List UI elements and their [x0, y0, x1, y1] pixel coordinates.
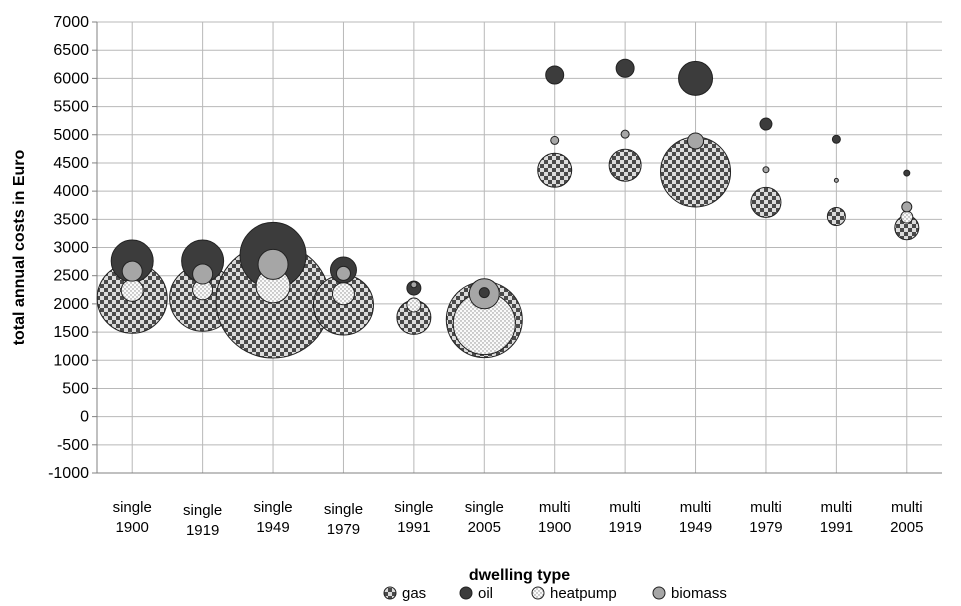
bubble-oil [545, 65, 565, 85]
x-category-label: single 1919 [183, 502, 222, 539]
y-tick-label: 4000 [53, 183, 89, 200]
y-tick-label: 5500 [53, 99, 89, 116]
y-tick-label: 500 [62, 380, 89, 397]
x-category-label: single 1991 [394, 499, 433, 536]
legend-label-biomass: biomass [671, 585, 727, 602]
legend-swatch-biomass [652, 586, 666, 600]
bubble-oil [831, 134, 841, 144]
x-category-label: multi 1979 [749, 499, 782, 536]
bubble-gas [608, 148, 642, 182]
x-category-label: multi 1991 [820, 499, 853, 536]
legend-swatch-gas [383, 586, 397, 600]
y-tick-label: 4500 [53, 155, 89, 172]
x-category-label: multi 1919 [608, 499, 641, 536]
bubble-heatpump [120, 278, 144, 302]
y-tick-label: 6000 [53, 70, 89, 87]
x-category-label: single 1900 [113, 499, 152, 536]
y-tick-label: 2500 [53, 268, 89, 285]
y-tick-label: 6500 [53, 42, 89, 59]
bubble-biomass [620, 129, 630, 139]
x-category-label: single 1949 [253, 499, 292, 536]
legend-label-heatpump: heatpump [550, 585, 617, 602]
bubble-heatpump [900, 210, 914, 224]
x-axis-categories: single 1900 single 1919 single 1949 single 1979… [113, 499, 924, 539]
bubble-biomass [257, 248, 289, 280]
x-category-label: single 1979 [324, 501, 363, 538]
bubble-oil [678, 60, 714, 96]
grid [92, 21, 942, 474]
y-axis-ticks: -1000 -500 0 500 1000 1500 2000 2500 3000 3500 400… [48, 14, 89, 482]
y-tick-label: 0 [80, 409, 89, 426]
x-category-label: multi 1949 [679, 499, 712, 536]
bubble-gas [750, 186, 782, 218]
legend-label-gas: gas [402, 585, 426, 602]
y-tick-label: 2000 [53, 296, 89, 313]
bubble-biomass [833, 177, 839, 183]
bubble-gas [537, 152, 573, 188]
y-tick-label: 3500 [53, 211, 89, 228]
bubble-heatpump [331, 282, 355, 306]
bubble-biomass [121, 260, 143, 282]
y-tick-label: -1000 [48, 465, 89, 482]
bubble-biomass [687, 132, 705, 150]
bubble-biomass [901, 201, 913, 213]
bubble-gas [826, 206, 846, 226]
x-category-label: single 2005 [465, 499, 504, 536]
legend: gas oil heatpump biomass [383, 585, 727, 602]
bubble-biomass [550, 135, 560, 145]
bubble-biomass [335, 265, 351, 281]
bubble-biomass [192, 263, 214, 285]
bubble-biomass [762, 166, 770, 174]
bubble-oil [903, 169, 911, 177]
y-axis-title: total annual costs in Euro [11, 149, 28, 345]
legend-swatch-oil [459, 586, 473, 600]
x-axis-title: dwelling type [469, 567, 570, 584]
y-tick-label: -500 [57, 437, 89, 454]
y-tick-label: 7000 [53, 14, 89, 31]
y-tick-label: 1000 [53, 352, 89, 369]
bubble-oil [759, 117, 773, 131]
bubble-heatpump [406, 297, 422, 313]
bubbles [96, 58, 920, 359]
y-tick-label: 1500 [53, 324, 89, 341]
x-category-label: multi 2005 [890, 499, 923, 536]
y-tick-label: 5000 [53, 127, 89, 144]
y-tick-label: 3000 [53, 240, 89, 257]
bubble-biomass [410, 281, 418, 289]
legend-label-oil: oil [478, 585, 493, 602]
x-category-label: multi 1900 [538, 499, 571, 536]
bubble-oil [478, 287, 490, 299]
bubble-oil [615, 58, 635, 78]
legend-swatch-heatpump [531, 586, 545, 600]
